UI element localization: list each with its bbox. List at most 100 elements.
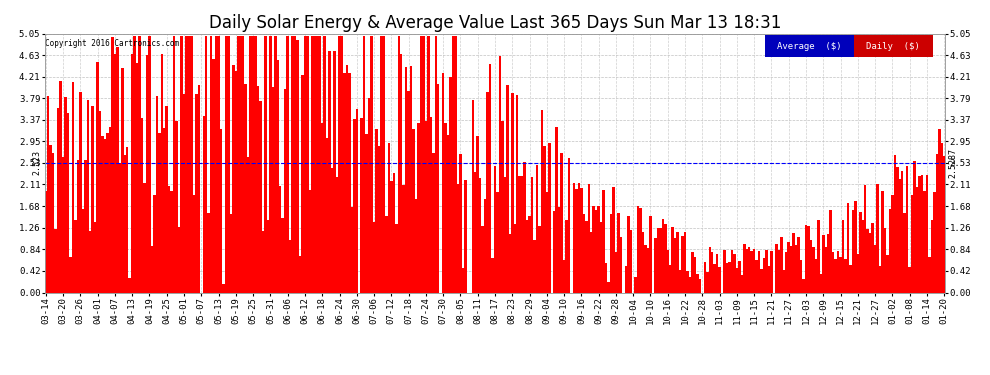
Bar: [232, 65, 235, 292]
Bar: [136, 63, 139, 292]
Bar: [760, 269, 763, 292]
Bar: [451, 36, 454, 292]
Bar: [237, 36, 240, 292]
Bar: [390, 181, 393, 292]
Bar: [64, 97, 66, 292]
Bar: [649, 216, 651, 292]
Bar: [417, 123, 420, 292]
Bar: [792, 233, 795, 292]
Bar: [89, 231, 91, 292]
Bar: [269, 36, 271, 292]
Bar: [585, 222, 587, 292]
Bar: [899, 179, 901, 292]
Bar: [615, 252, 617, 292]
Bar: [104, 140, 106, 292]
Bar: [575, 189, 578, 292]
Text: 2.523: 2.523: [33, 150, 42, 176]
Bar: [906, 166, 909, 292]
Bar: [139, 36, 141, 292]
Bar: [724, 250, 726, 292]
Bar: [124, 155, 126, 292]
Bar: [76, 160, 79, 292]
Bar: [753, 249, 755, 292]
Bar: [859, 212, 861, 292]
Bar: [126, 147, 129, 292]
Bar: [777, 250, 780, 292]
Bar: [430, 117, 432, 292]
Bar: [931, 220, 934, 292]
Bar: [306, 36, 309, 292]
Bar: [365, 134, 368, 292]
Bar: [654, 238, 656, 292]
Bar: [642, 232, 644, 292]
Bar: [47, 96, 50, 292]
Bar: [879, 266, 881, 292]
Bar: [884, 228, 886, 292]
Bar: [264, 36, 266, 292]
Bar: [454, 36, 456, 292]
Bar: [536, 165, 539, 292]
Bar: [934, 192, 936, 292]
Bar: [580, 188, 583, 292]
Bar: [336, 177, 339, 292]
Bar: [445, 123, 446, 292]
Bar: [119, 163, 121, 292]
Bar: [168, 186, 170, 292]
Bar: [726, 263, 729, 292]
Bar: [491, 258, 494, 292]
Bar: [225, 36, 227, 292]
Bar: [355, 109, 358, 292]
Bar: [339, 36, 341, 292]
Bar: [889, 209, 891, 292]
Bar: [876, 184, 879, 292]
Bar: [464, 180, 466, 292]
Bar: [106, 132, 109, 292]
Bar: [158, 133, 160, 292]
Bar: [770, 251, 772, 292]
Bar: [739, 261, 741, 292]
Bar: [368, 98, 370, 292]
Bar: [111, 37, 114, 292]
Bar: [121, 68, 124, 292]
Bar: [459, 154, 461, 292]
Bar: [435, 36, 437, 292]
Bar: [223, 284, 225, 292]
Bar: [230, 214, 232, 292]
Bar: [240, 36, 242, 292]
Bar: [635, 277, 637, 292]
Bar: [553, 211, 555, 292]
Bar: [254, 36, 256, 292]
Bar: [684, 232, 686, 292]
Bar: [446, 135, 449, 292]
Bar: [311, 36, 314, 292]
Bar: [378, 146, 380, 292]
Bar: [334, 51, 336, 292]
Bar: [782, 270, 785, 292]
Bar: [481, 226, 484, 292]
Bar: [830, 210, 832, 292]
Bar: [319, 36, 321, 292]
Bar: [314, 36, 316, 292]
Bar: [914, 161, 916, 292]
Bar: [866, 229, 869, 292]
Bar: [748, 248, 750, 292]
Bar: [205, 36, 208, 292]
Bar: [185, 36, 188, 292]
Bar: [134, 36, 136, 292]
Bar: [101, 136, 104, 292]
Bar: [541, 110, 544, 292]
Bar: [805, 225, 807, 292]
Bar: [844, 259, 846, 292]
Bar: [496, 192, 499, 292]
Bar: [474, 172, 476, 292]
Bar: [886, 255, 889, 292]
Bar: [281, 218, 284, 292]
Bar: [299, 256, 301, 292]
Bar: [640, 209, 642, 292]
Bar: [91, 106, 94, 292]
Bar: [456, 184, 459, 292]
Bar: [235, 71, 237, 292]
Bar: [716, 254, 719, 292]
Bar: [208, 213, 210, 292]
Bar: [519, 176, 521, 292]
